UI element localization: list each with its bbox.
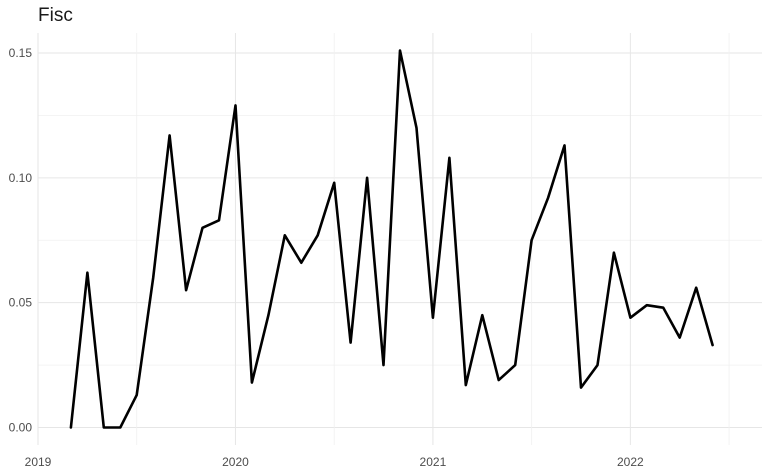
y-tick-label: 0.05 — [9, 296, 33, 310]
x-tick-label: 2022 — [617, 455, 644, 469]
x-tick-label: 2021 — [420, 455, 447, 469]
y-tick-label: 0.15 — [9, 46, 33, 60]
x-tick-label: 2020 — [222, 455, 249, 469]
x-tick-label: 2019 — [25, 455, 52, 469]
chart-title: Fisc — [38, 5, 73, 26]
series-line — [69, 49, 714, 429]
y-tick-label: 0.00 — [9, 421, 33, 435]
y-tick-label: 0.10 — [9, 171, 33, 185]
